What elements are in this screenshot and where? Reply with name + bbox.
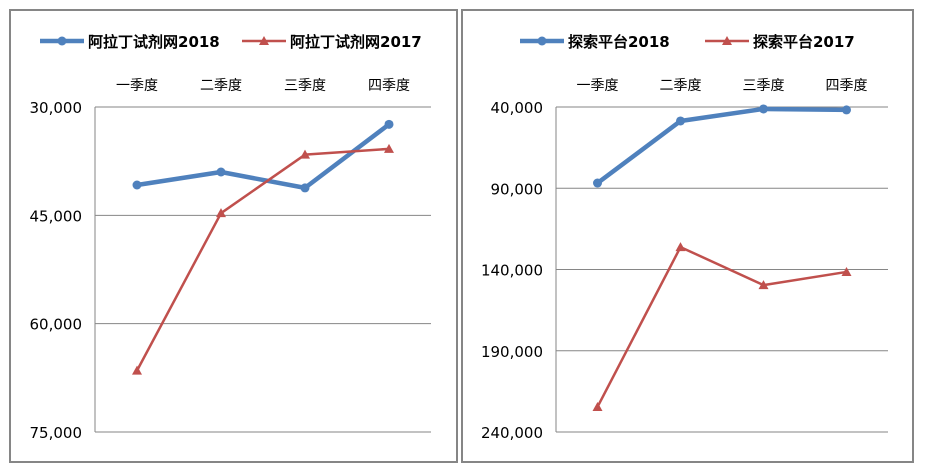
chart-border [461,9,914,463]
series-line-2 [596,245,847,408]
legend-marker [57,36,67,46]
legend-marker [259,36,269,45]
x-tick-label: 一季度 [577,78,619,94]
data-point [132,180,142,190]
x-tick-label: 二季度 [200,78,242,94]
y-tick-label: 75,000 [30,424,83,442]
data-point [759,104,768,114]
data-point [841,266,852,276]
x-tick-label: 三季度 [743,78,785,94]
y-tick-label: 240,000 [481,424,543,442]
legend-marker [722,36,732,45]
data-point [675,242,686,252]
data-point [842,105,851,115]
y-tick-label: 140,000 [481,262,543,280]
x-tick-label: 二季度 [660,78,702,94]
legend-marker [537,36,547,46]
data-point [300,183,310,193]
y-tick-label: 190,000 [481,343,543,361]
chart-panel-1: 30,000 45,000 60,000 75,000 一季度 二季度 三季度 四季度 阿拉丁试… [9,9,458,463]
data-point [758,280,769,290]
y-tick-label: 60,000 [30,316,83,334]
chart-panel-2: 40,000 90,000 140,000 190,000 240,000 一季度 二季度 三… [461,9,914,463]
y-tick-label: 30,000 [30,99,83,117]
data-point [593,178,602,188]
data-point [216,167,226,177]
x-tick-label: 三季度 [284,78,326,94]
series-line-1 [136,122,391,191]
data-point [384,119,394,129]
data-point [132,365,142,375]
chart-border [9,9,458,463]
legend-label: 探索平台2018 [568,33,670,51]
data-point [592,401,603,411]
y-tick-label: 45,000 [30,207,83,225]
data-point [216,208,226,218]
legend-label: 阿拉丁试剂网2018 [88,33,220,51]
legend-label: 探索平台2017 [753,33,855,51]
data-point [300,149,310,159]
series-line-2 [135,147,390,372]
data-point [384,143,394,153]
y-tick-label: 40,000 [491,99,544,117]
x-tick-label: 四季度 [826,78,868,94]
legend-label: 阿拉丁试剂网2017 [290,33,422,51]
y-tick-label: 90,000 [491,180,544,198]
series-line-1 [596,106,847,185]
data-point [676,116,685,126]
x-tick-label: 四季度 [368,78,410,94]
x-tick-label: 一季度 [116,78,158,94]
